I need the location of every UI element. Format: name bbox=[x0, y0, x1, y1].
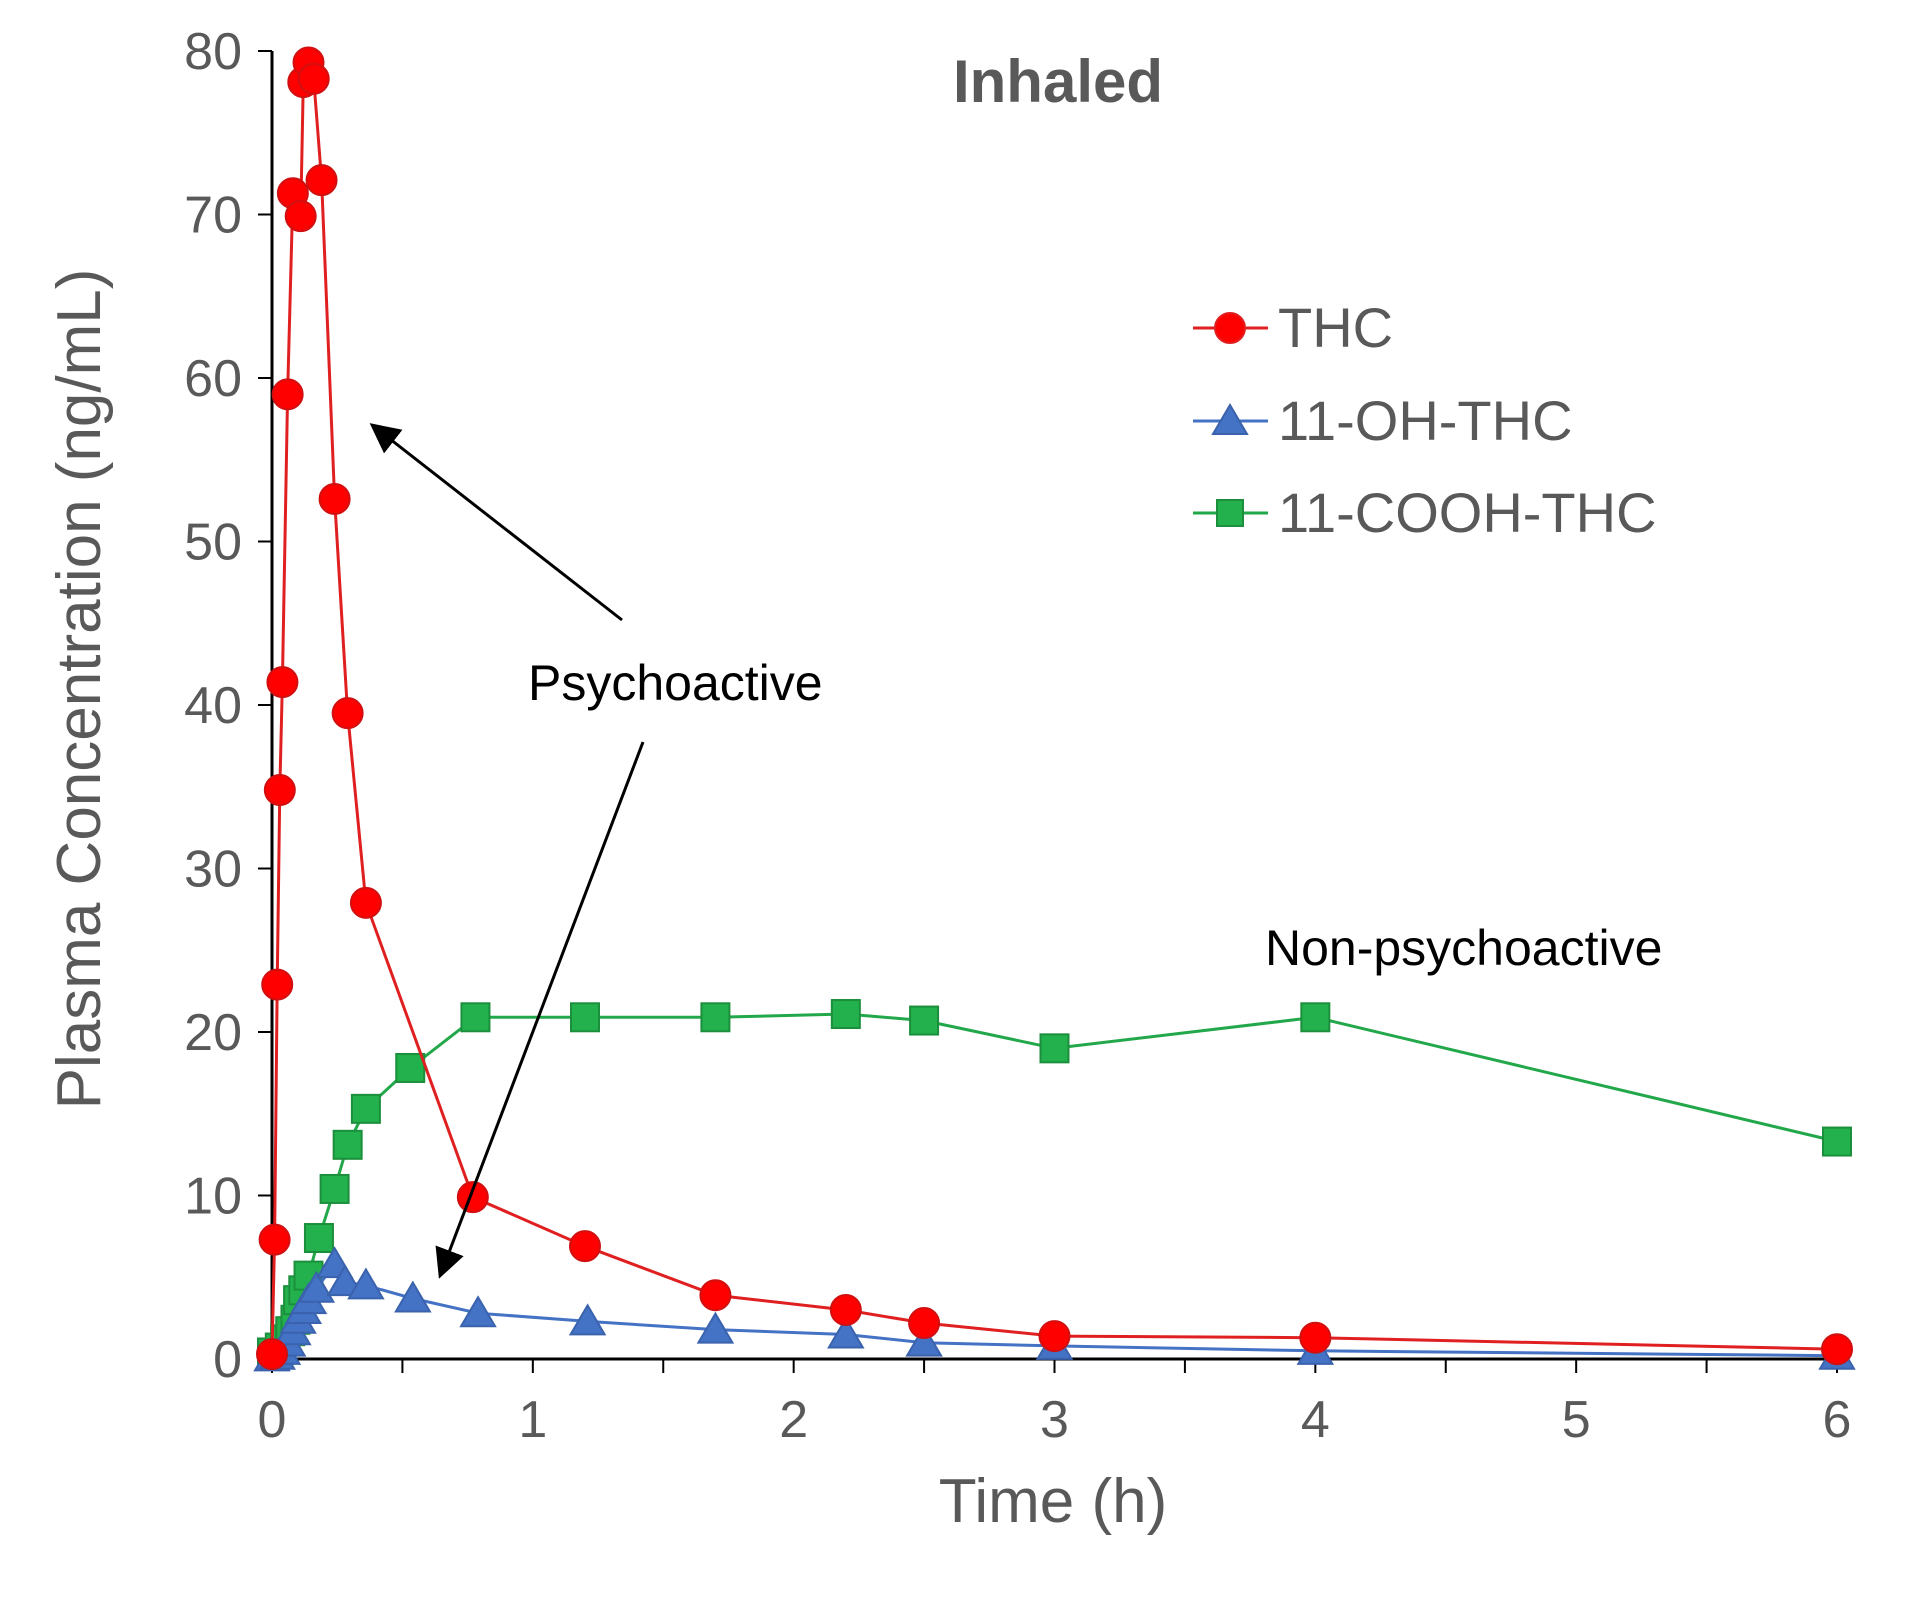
series-layer bbox=[253, 46, 1856, 1372]
data-point-thc bbox=[266, 666, 299, 699]
x-tick-label: 6 bbox=[1823, 1391, 1852, 1449]
x-tick-label: 4 bbox=[1301, 1391, 1330, 1449]
x-tick-label: 3 bbox=[1040, 1391, 1069, 1449]
data-point-11-cooh-thc bbox=[1822, 1126, 1852, 1157]
y-tick-label: 50 bbox=[184, 514, 242, 572]
y-tick-label: 60 bbox=[184, 350, 242, 408]
data-point-11-oh-thc bbox=[297, 1270, 336, 1303]
data-point-11-oh-thc bbox=[394, 1280, 432, 1313]
data-point-thc bbox=[908, 1307, 941, 1340]
data-point-11-oh-thc bbox=[326, 1264, 364, 1297]
data-point-thc bbox=[331, 697, 364, 730]
data-point-thc bbox=[1299, 1321, 1332, 1354]
data-point-thc bbox=[699, 1279, 732, 1312]
data-point-thc bbox=[829, 1293, 862, 1326]
data-point-thc bbox=[271, 378, 304, 411]
series-thc bbox=[256, 46, 1853, 1371]
data-point-11-cooh-thc bbox=[700, 1002, 731, 1033]
data-point-11-cooh-thc bbox=[350, 1093, 381, 1124]
chart-title: Inhaled bbox=[953, 48, 1163, 115]
data-point-11-cooh-thc bbox=[303, 1223, 334, 1254]
legend-marker-11-cooh-thc bbox=[1216, 499, 1244, 527]
data-point-11-cooh-thc bbox=[319, 1173, 350, 1204]
data-point-thc bbox=[258, 1223, 291, 1256]
data-point-thc bbox=[318, 482, 351, 515]
data-point-11-oh-thc bbox=[696, 1311, 735, 1344]
annotations: Psychoactive Non-psychoactive bbox=[369, 423, 1662, 1279]
data-point-thc bbox=[263, 774, 296, 807]
data-point-11-oh-thc bbox=[827, 1316, 865, 1349]
data-point-11-cooh-thc bbox=[830, 999, 861, 1030]
legend-label-11-cooh-thc: 11-COOH-THC bbox=[1278, 481, 1657, 544]
x-tick-label: 0 bbox=[258, 1391, 287, 1449]
legend-label-11-oh-thc: 11-OH-THC bbox=[1278, 389, 1573, 452]
data-point-11-oh-thc bbox=[459, 1295, 497, 1328]
data-point-thc bbox=[569, 1230, 601, 1263]
data-point-11-oh-thc bbox=[347, 1267, 385, 1300]
y-tick-label: 10 bbox=[184, 1168, 242, 1226]
y-tick-label: 80 bbox=[184, 23, 242, 81]
data-point-11-cooh-thc bbox=[1039, 1033, 1070, 1064]
legend: THC 11-OH-THC 11-COOH-THC bbox=[1193, 296, 1657, 544]
data-point-thc bbox=[297, 62, 330, 95]
y-axis-title: Plasma Concentration (ng/mL) bbox=[45, 269, 114, 1110]
data-point-11-oh-thc bbox=[905, 1324, 943, 1357]
data-point-11-cooh-thc bbox=[1300, 1002, 1331, 1033]
annotation-psychoactive: Psychoactive bbox=[528, 655, 823, 711]
data-point-thc bbox=[305, 164, 338, 197]
x-ticks: 0 1 2 3 4 5 6 bbox=[258, 1359, 1852, 1449]
y-tick-label: 30 bbox=[184, 841, 242, 899]
y-ticks: 0 10 20 30 40 50 60 70 80 bbox=[184, 23, 272, 1389]
x-axis-title: Time (h) bbox=[939, 1467, 1167, 1536]
arrow-psychoactive-11-oh-thc bbox=[435, 741, 645, 1279]
data-point-11-cooh-thc bbox=[460, 1002, 491, 1033]
y-tick-label: 70 bbox=[184, 187, 242, 245]
y-tick-label: 20 bbox=[184, 1004, 242, 1062]
data-point-11-cooh-thc bbox=[570, 1002, 600, 1033]
x-tick-label: 5 bbox=[1562, 1391, 1591, 1449]
series-11-cooh-thc bbox=[257, 999, 1852, 1368]
legend-item-11-cooh-thc: 11-COOH-THC bbox=[1193, 481, 1657, 544]
data-point-thc bbox=[1038, 1320, 1071, 1353]
x-axis: 0 1 2 3 4 5 6 bbox=[258, 1357, 1852, 1449]
data-point-11-oh-thc bbox=[568, 1303, 607, 1336]
data-point-thc bbox=[456, 1181, 489, 1214]
legend-item-11-oh-thc: 11-OH-THC bbox=[1193, 389, 1573, 452]
data-point-11-cooh-thc bbox=[909, 1005, 940, 1036]
data-point-11-cooh-thc bbox=[332, 1129, 363, 1160]
arrow-psychoactive-thc bbox=[369, 423, 623, 622]
y-axis: 0 10 20 30 40 50 60 70 80 bbox=[184, 23, 274, 1389]
data-point-thc bbox=[256, 1338, 288, 1371]
data-point-thc bbox=[1821, 1333, 1853, 1366]
legend-marker-thc bbox=[1214, 312, 1246, 344]
x-tick-label: 1 bbox=[518, 1391, 547, 1449]
y-tick-label: 0 bbox=[213, 1331, 242, 1389]
x-tick-label: 2 bbox=[779, 1391, 808, 1449]
data-point-11-cooh-thc bbox=[395, 1052, 426, 1083]
legend-label-thc: THC bbox=[1278, 296, 1393, 359]
annotation-non-psychoactive: Non-psychoactive bbox=[1265, 920, 1662, 976]
y-tick-label: 40 bbox=[184, 677, 242, 735]
data-point-thc bbox=[349, 886, 382, 919]
legend-marker-11-oh-thc bbox=[1211, 403, 1249, 435]
legend-item-thc: THC bbox=[1193, 296, 1393, 359]
data-point-thc bbox=[261, 968, 294, 1001]
data-point-thc bbox=[284, 200, 317, 233]
